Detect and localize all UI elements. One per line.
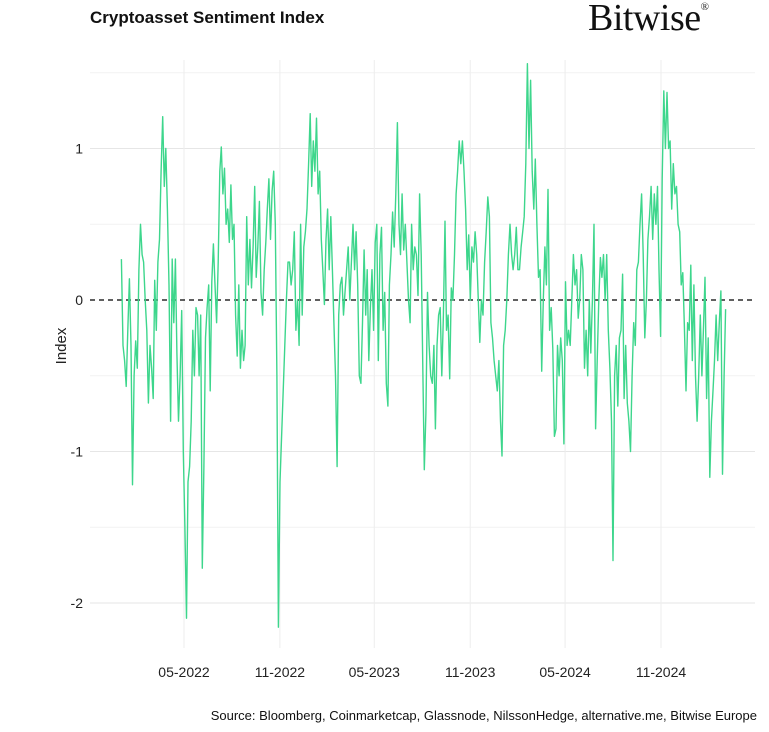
y-tick-label: 1 xyxy=(75,141,83,157)
sentiment-series-line xyxy=(120,63,727,628)
bitwise-logo: Bitwise® xyxy=(588,0,709,40)
y-tick-label: 0 xyxy=(75,292,83,308)
chart-title: Cryptoasset Sentiment Index xyxy=(90,8,325,27)
logo-text: Bitwise xyxy=(588,0,701,39)
x-tick-label: 05-2023 xyxy=(349,664,401,680)
x-tick-label: 11-2023 xyxy=(445,664,496,680)
registered-mark: ® xyxy=(700,1,709,14)
y-axis-label: Index xyxy=(53,327,70,364)
y-axis-ticks: 1 0 -1 -2 xyxy=(71,141,84,612)
source-note: Source: Bloomberg, Coinmarketcap, Glassn… xyxy=(210,708,757,723)
y-tick-label: -2 xyxy=(71,595,84,611)
y-tick-label: -1 xyxy=(71,444,84,460)
x-tick-label: 11-2024 xyxy=(636,664,687,680)
x-tick-label: 05-2022 xyxy=(158,664,210,680)
x-axis-ticks: 05-2022 11-2022 05-2023 11-2023 05-2024 11-20… xyxy=(158,664,686,680)
sentiment-chart: 10-1-2 05-2022 11-2022 05-2023 11-2023 05-20… xyxy=(53,60,755,680)
x-tick-label: 05-2024 xyxy=(539,664,591,680)
x-tick-label: 11-2022 xyxy=(255,664,306,680)
